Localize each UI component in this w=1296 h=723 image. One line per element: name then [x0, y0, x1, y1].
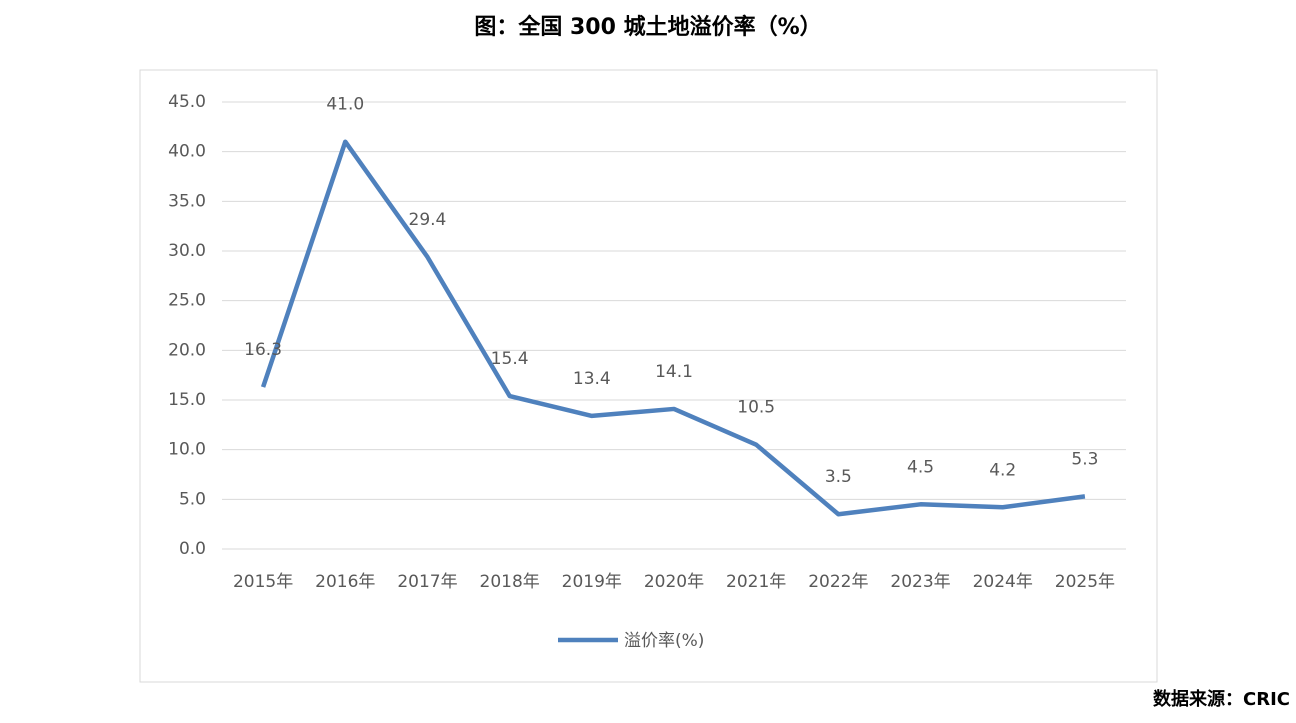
source: 数据来源：CRIC — [1153, 688, 1290, 710]
data-label: 4.5 — [907, 457, 934, 477]
y-tick-label: 15.0 — [168, 390, 206, 410]
x-tick-label: 2015年 — [233, 572, 293, 592]
x-tick-label: 2024年 — [973, 572, 1033, 592]
data-label: 4.2 — [989, 460, 1016, 480]
y-tick-label: 20.0 — [168, 340, 206, 360]
x-tick-label: 2021年 — [726, 572, 786, 592]
data-label: 10.5 — [737, 398, 775, 418]
data-label: 29.4 — [409, 210, 447, 230]
x-tick-label: 2017年 — [397, 572, 457, 592]
y-tick-label: 45.0 — [168, 92, 206, 112]
x-tick-label: 2023年 — [890, 572, 950, 592]
x-tick-label: 2020年 — [644, 572, 704, 592]
chart-frame — [139, 69, 1158, 683]
data-label: 5.3 — [1071, 449, 1098, 469]
x-tick-label: 2025年 — [1055, 572, 1115, 592]
data-label: 13.4 — [573, 369, 611, 389]
data-label: 3.5 — [825, 467, 852, 487]
y-tick-label: 10.0 — [168, 440, 206, 460]
data-label: 15.4 — [491, 349, 529, 369]
x-tick-label: 2019年 — [562, 572, 622, 592]
x-tick-label: 2022年 — [808, 572, 868, 592]
data-label: 41.0 — [326, 95, 364, 115]
y-tick-label: 30.0 — [168, 241, 206, 261]
chart-title: 图：全国 300 城土地溢价率（%） — [474, 14, 821, 40]
data-label: 16.3 — [244, 340, 282, 360]
y-tick-label: 35.0 — [168, 191, 206, 211]
x-tick-label: 2016年 — [315, 572, 375, 592]
y-tick-label: 25.0 — [168, 291, 206, 311]
y-tick-label: 5.0 — [179, 489, 206, 509]
legend-label: 溢价率(%) — [624, 631, 704, 651]
x-tick-label: 2018年 — [480, 572, 540, 592]
series-line — [260, 139, 1086, 517]
data-label: 14.1 — [655, 362, 693, 382]
y-tick-label: 40.0 — [168, 142, 206, 162]
y-tick-label: 0.0 — [179, 539, 206, 559]
